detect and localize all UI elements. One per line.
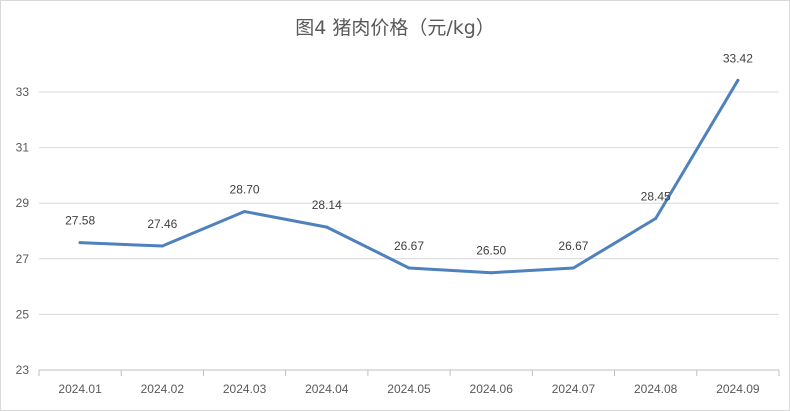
y-tick-label: 29 (16, 196, 30, 210)
x-tick-label: 2024.01 (58, 382, 102, 396)
x-tick-label: 2024.07 (552, 382, 596, 396)
data-point (160, 244, 164, 248)
data-point (243, 210, 247, 214)
data-label: 26.67 (394, 239, 424, 253)
data-point (407, 266, 411, 270)
data-point (654, 216, 658, 220)
data-label: 26.67 (558, 239, 588, 253)
data-point (571, 266, 575, 270)
data-label: 28.45 (641, 189, 671, 203)
x-tick-label: 2024.05 (387, 382, 431, 396)
y-tick-label: 23 (16, 363, 30, 377)
data-point (736, 78, 740, 82)
y-tick-label: 27 (16, 252, 30, 266)
y-tick-label: 31 (16, 141, 30, 155)
data-label: 28.14 (312, 198, 342, 212)
x-tick-label: 2024.09 (716, 382, 760, 396)
data-label: 27.46 (147, 217, 177, 231)
y-tick-label: 33 (16, 85, 30, 99)
x-tick-label: 2024.03 (223, 382, 267, 396)
chart-title: 图4 猪肉价格（元/kg） (295, 17, 495, 39)
data-point (78, 241, 82, 245)
y-tick-label: 25 (16, 307, 30, 321)
data-label: 27.58 (65, 214, 95, 228)
x-tick-label: 2024.02 (141, 382, 185, 396)
data-label: 28.70 (230, 183, 260, 197)
data-label: 26.50 (476, 244, 506, 258)
data-point (325, 225, 329, 229)
x-tick-label: 2024.08 (634, 382, 678, 396)
data-label: 33.42 (723, 51, 753, 65)
x-tick-label: 2024.06 (470, 382, 514, 396)
x-tick-label: 2024.04 (305, 382, 349, 396)
data-point (489, 271, 493, 275)
